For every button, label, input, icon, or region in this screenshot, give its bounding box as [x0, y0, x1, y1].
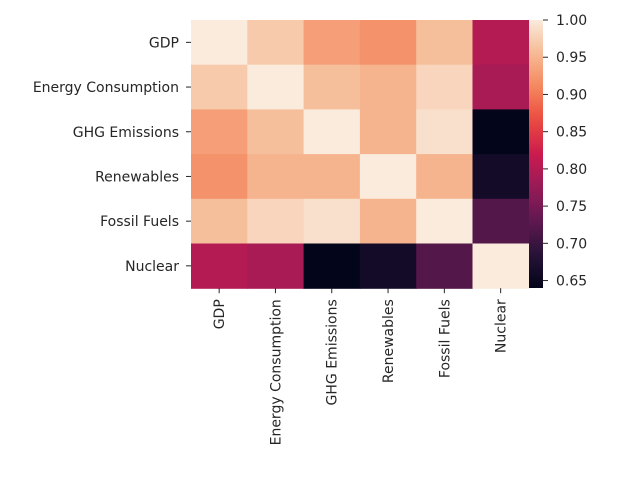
heatmap-cell-3-1	[247, 154, 305, 200]
y-tick-label: Energy Consumption	[33, 80, 179, 96]
heatmap-cell-5-4	[416, 243, 474, 289]
colorbar-tick-label: 0.80	[556, 162, 587, 178]
colorbar-gradient	[529, 20, 543, 288]
heatmap-cell-5-0	[191, 243, 248, 289]
x-tick-label: Renewables	[381, 299, 397, 383]
x-tick-label: GDP	[212, 299, 228, 329]
heatmap-cell-3-5	[472, 154, 530, 200]
heatmap-cell-3-3	[359, 154, 417, 200]
heatmap-cell-1-5	[472, 64, 530, 110]
heatmap-cell-3-2	[303, 154, 361, 200]
heatmap-cell-2-3	[359, 109, 417, 155]
heatmap-cell-3-4	[416, 154, 474, 200]
colorbar-tick-label: 0.85	[556, 125, 587, 141]
heatmap-cell-0-0	[191, 20, 248, 66]
heatmap-cell-1-0	[191, 64, 248, 110]
heatmap-cell-2-0	[191, 109, 248, 155]
colorbar-tick-label: 1.00	[556, 13, 587, 29]
heatmap-cell-4-4	[416, 198, 474, 245]
heatmap-cell-2-5	[472, 109, 530, 155]
y-tick-label: GDP	[149, 35, 179, 51]
colorbar-tick-label: 0.65	[556, 274, 587, 290]
heatmap-cell-2-2	[303, 109, 361, 155]
heatmap-cell-0-5	[472, 20, 530, 66]
x-tick-labels: GDP Energy Consumption GHG Emissions Renewa…	[212, 288, 510, 445]
heatmap-cell-4-2	[303, 198, 361, 245]
y-tick-labels: GDP Energy Consumption GHG Emissions Renewa…	[33, 35, 191, 275]
heatmap-cell-5-1	[247, 243, 305, 289]
heatmap-cell-0-1	[247, 20, 305, 66]
x-tick-label: Energy Consumption	[268, 299, 284, 445]
colorbar-tick-label: 0.70	[556, 236, 587, 252]
heatmap-cell-1-1	[247, 64, 305, 110]
heatmap-cell-5-2	[303, 243, 361, 289]
heatmap-cell-1-2	[303, 64, 361, 110]
y-tick-label: Fossil Fuels	[100, 214, 179, 230]
colorbar: 0.65 0.70 0.75 0.80 0.85 0.90 0.95 1.00	[529, 13, 587, 290]
x-tick-label: Nuclear	[494, 299, 510, 353]
y-tick-label: Nuclear	[125, 259, 179, 275]
heatmap-cell-3-0	[191, 154, 248, 200]
heatmap-cell-0-3	[359, 20, 417, 66]
y-tick-label: Renewables	[95, 169, 179, 185]
heatmap-cells	[191, 20, 530, 289]
heatmap-cell-1-3	[359, 64, 417, 110]
heatmap-cell-1-4	[416, 64, 474, 110]
y-tick-label: GHG Emissions	[73, 125, 179, 141]
heatmap-cell-4-0	[191, 198, 248, 245]
x-tick-label: Fossil Fuels	[437, 299, 453, 378]
x-tick-label: GHG Emissions	[325, 299, 341, 405]
heatmap-cell-5-3	[359, 243, 417, 289]
colorbar-tick-label: 0.90	[556, 87, 587, 103]
heatmap-cell-4-5	[472, 198, 530, 245]
colorbar-tick-label: 0.75	[556, 199, 587, 215]
colorbar-tick-label: 0.95	[556, 50, 587, 66]
heatmap-cell-5-5	[472, 243, 530, 289]
heatmap-cell-0-4	[416, 20, 474, 66]
heatmap-cell-4-1	[247, 198, 305, 245]
heatmap-cell-4-3	[359, 198, 417, 245]
heatmap-cell-0-2	[303, 20, 361, 66]
heatmap-cell-2-4	[416, 109, 474, 155]
heatmap-cell-2-1	[247, 109, 305, 155]
